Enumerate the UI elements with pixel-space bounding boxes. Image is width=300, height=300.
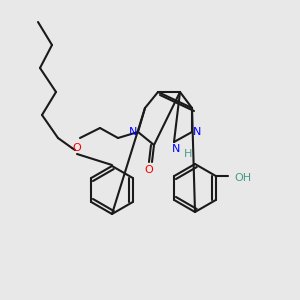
Text: N: N [129, 127, 137, 137]
Text: N: N [172, 144, 180, 154]
Text: H: H [184, 149, 192, 159]
Text: O: O [73, 143, 81, 153]
Text: OH: OH [235, 173, 252, 183]
Text: O: O [145, 165, 153, 175]
Text: N: N [193, 127, 201, 137]
